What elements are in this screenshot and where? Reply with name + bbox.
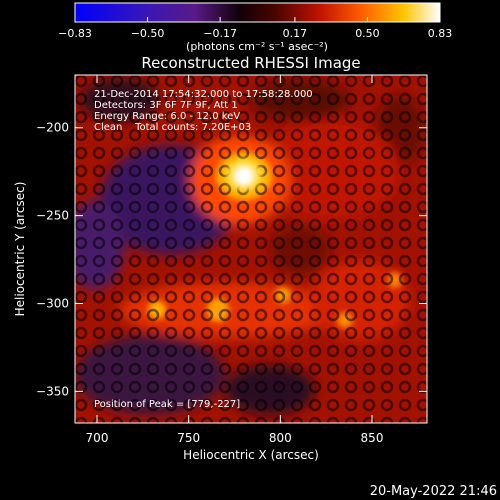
colorbar-gradient (74, 2, 441, 23)
colorbar-tick-labels: −0.83 −0.50 −0.17 0.17 0.50 0.83 (58, 27, 452, 40)
image-ringing-texture (75, 75, 427, 423)
x-tick-label: 700 (86, 431, 109, 445)
footer-timestamp: 20-May-2022 21:46 (370, 484, 497, 499)
image-annotations: 21-Dec-2014 17:54:32.000 to 17:58:28.000… (94, 89, 313, 410)
colorbar-tick-label: −0.50 (131, 27, 165, 40)
colorbar-tick-label: −0.83 (58, 27, 92, 40)
plot-frame (74, 74, 428, 424)
colorbar-tick-label: 0.17 (283, 27, 308, 40)
x-axis-label: Heliocentric X (arcsec) (183, 448, 319, 462)
y-axis-tick-labels: −200 −250 −300 −350 (36, 121, 69, 399)
colorbar-ticks (74, 17, 441, 22)
plot-title: Reconstructed RHESSI Image (141, 54, 360, 72)
colorbar: −0.83 −0.50 −0.17 0.17 0.50 0.83 (photons cm⁻… (58, 2, 452, 53)
colorbar-unit-label: (photons cm⁻² s⁻¹ asec⁻²) (186, 40, 328, 53)
colorbar-tick-label: 0.83 (428, 27, 453, 40)
annotation-clean-counts: Clean Total counts: 7.20E+03 (94, 122, 251, 133)
x-tick-label: 800 (269, 431, 292, 445)
y-tick-label: −250 (36, 209, 69, 223)
solar-image (75, 75, 427, 423)
flare-core (226, 159, 262, 191)
y-tick-label: −350 (36, 384, 69, 398)
annotation-time-range: 21-Dec-2014 17:54:32.000 to 17:58:28.000 (94, 89, 313, 100)
y-axis-label: Heliocentric Y (arcsec) (13, 182, 27, 317)
x-tick-label: 850 (361, 431, 384, 445)
x-tick-label: 750 (177, 431, 200, 445)
flare-core-white (235, 167, 253, 185)
y-axis-ticks (75, 127, 427, 392)
colorbar-tick-label: 0.50 (355, 27, 380, 40)
annotation-detectors: Detectors: 3F 6F 7F 9F, Att 1 (94, 100, 238, 111)
colorbar-tick-label: −0.17 (203, 27, 237, 40)
y-tick-label: −300 (36, 296, 69, 310)
annotation-energy-range: Energy Range: 6.0 - 12.0 keV (94, 111, 240, 122)
x-axis-tick-labels: 700 750 800 850 (86, 431, 384, 445)
annotation-peak-position: Position of Peak = [779,-227] (94, 399, 240, 410)
x-axis-ticks (96, 75, 373, 423)
y-tick-label: −200 (36, 121, 69, 135)
